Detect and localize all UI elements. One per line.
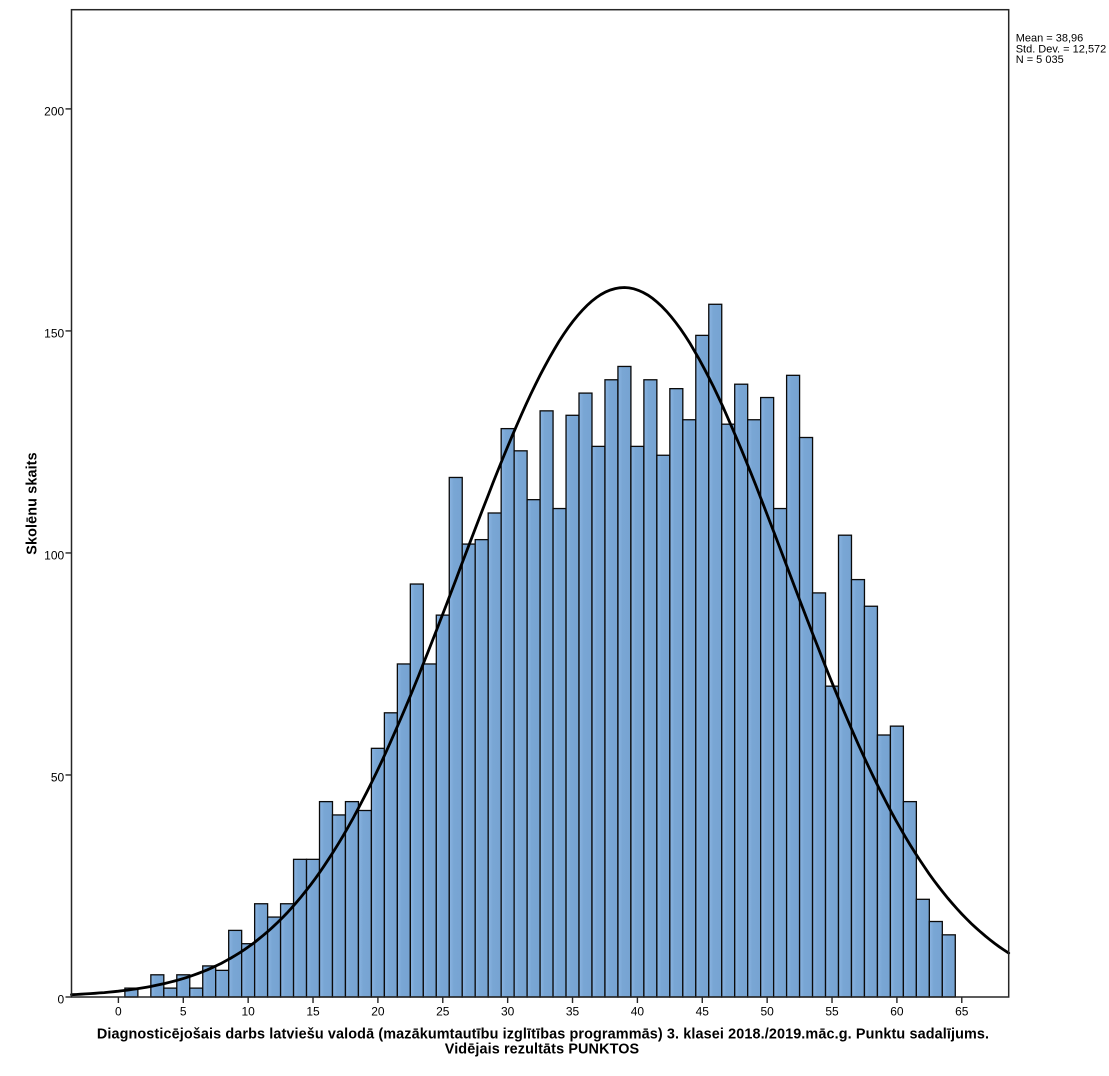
svg-text:5: 5 — [180, 1005, 187, 1019]
svg-text:45: 45 — [696, 1005, 710, 1019]
svg-text:N = 5 035: N = 5 035 — [1016, 54, 1064, 66]
svg-text:20: 20 — [371, 1005, 385, 1019]
svg-text:25: 25 — [436, 1005, 450, 1019]
svg-text:150: 150 — [44, 326, 64, 340]
svg-text:Diagnosticējošais darbs latvie: Diagnosticējošais darbs latviešu valodā … — [97, 1026, 989, 1042]
svg-text:40: 40 — [631, 1005, 645, 1019]
svg-text:55: 55 — [825, 1005, 839, 1019]
svg-text:30: 30 — [501, 1005, 515, 1019]
svg-text:50: 50 — [760, 1005, 774, 1019]
svg-text:0: 0 — [115, 1005, 122, 1019]
svg-text:Std. Dev. = 12,572: Std. Dev. = 12,572 — [1016, 43, 1107, 55]
svg-text:Vidējais rezultāts PUNKTOS: Vidējais rezultāts PUNKTOS — [445, 1041, 640, 1057]
svg-text:Skolēnu skaits: Skolēnu skaits — [24, 452, 40, 554]
svg-text:10: 10 — [241, 1005, 255, 1019]
svg-text:200: 200 — [44, 104, 64, 118]
svg-text:100: 100 — [44, 548, 64, 562]
svg-text:35: 35 — [566, 1005, 580, 1019]
svg-text:60: 60 — [890, 1005, 904, 1019]
svg-text:0: 0 — [58, 993, 65, 1007]
svg-text:Mean = 38,96: Mean = 38,96 — [1016, 33, 1084, 45]
svg-text:15: 15 — [306, 1005, 320, 1019]
svg-text:65: 65 — [955, 1005, 969, 1019]
svg-text:50: 50 — [51, 770, 65, 784]
